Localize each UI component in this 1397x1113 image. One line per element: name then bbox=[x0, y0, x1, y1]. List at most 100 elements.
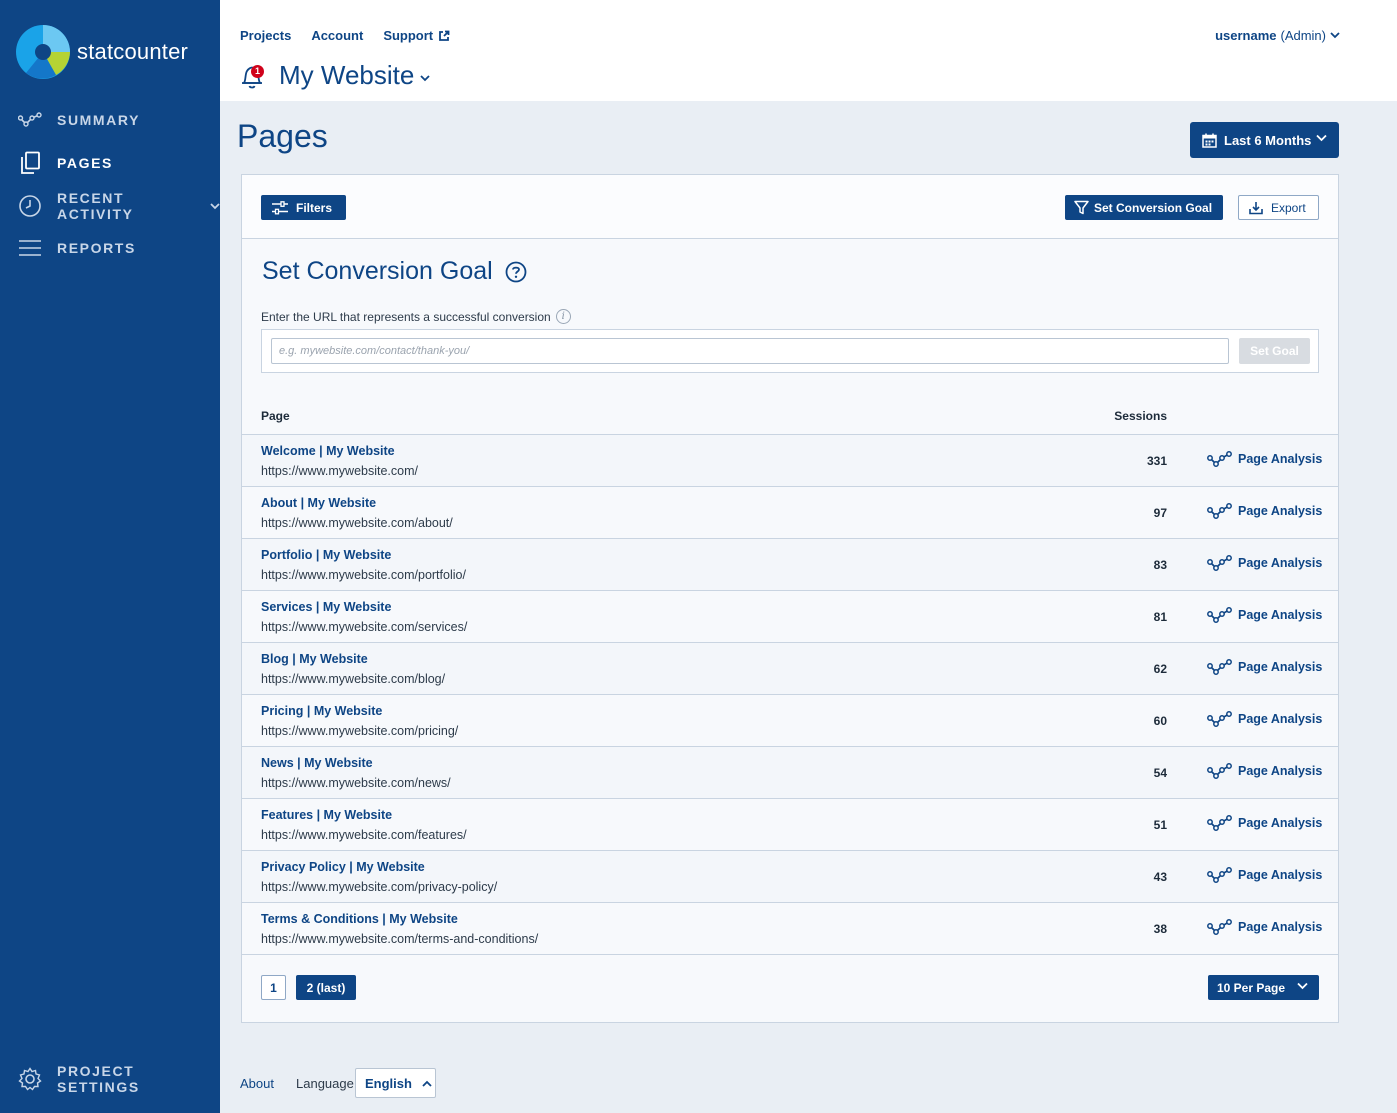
conversion-goal-heading: Set Conversion Goal bbox=[262, 257, 527, 286]
page-url: https://www.mywebsite.com/news/ bbox=[261, 776, 451, 790]
help-icon[interactable] bbox=[505, 261, 527, 283]
footer-about-link[interactable]: About bbox=[240, 1076, 274, 1091]
chevron-down-icon bbox=[210, 197, 220, 215]
page-title-link[interactable]: News | My Website bbox=[261, 756, 373, 770]
pages-panel: Filters Set Conversion Goal Export Set C… bbox=[241, 174, 1339, 1023]
export-button[interactable]: Export bbox=[1238, 195, 1319, 220]
page-url: https://www.mywebsite.com/features/ bbox=[261, 828, 467, 842]
page-analysis-link[interactable]: Page Analysis bbox=[1207, 815, 1322, 831]
conversion-goal-title: Set Conversion Goal bbox=[262, 257, 493, 285]
pages-icon bbox=[18, 151, 42, 175]
page-analysis-label: Page Analysis bbox=[1238, 504, 1323, 518]
page-title-link[interactable]: About | My Website bbox=[261, 496, 377, 510]
page-title-link[interactable]: Portfolio | My Website bbox=[261, 548, 392, 562]
date-range-button[interactable]: Last 6 Months bbox=[1190, 122, 1339, 158]
date-range-label: Last 6 Months bbox=[1224, 132, 1312, 148]
set-goal-button[interactable]: Set Goal bbox=[1239, 338, 1310, 364]
page-title-link[interactable]: Blog | My Website bbox=[261, 652, 368, 666]
page-1-button[interactable]: 1 bbox=[261, 975, 286, 1000]
support-link[interactable]: Support bbox=[383, 28, 450, 43]
project-row: 1 My Website bbox=[239, 60, 430, 91]
page-title-link[interactable]: Privacy Policy | My Website bbox=[261, 860, 425, 874]
page-title-link[interactable]: Features | My Website bbox=[261, 808, 393, 822]
column-header-sessions: Sessions bbox=[1114, 409, 1167, 423]
table-row: Pricing | My Website https://www.mywebsit… bbox=[242, 695, 1338, 747]
notification-badge: 1 bbox=[251, 64, 264, 78]
sidebar: statcounter SUMMARY PAGES RECENT ACTIVIT… bbox=[0, 0, 220, 1113]
page-analysis-label: Page Analysis bbox=[1238, 660, 1323, 674]
page-url: https://www.mywebsite.com/services/ bbox=[261, 620, 468, 634]
notifications-button[interactable]: 1 bbox=[239, 61, 265, 91]
set-conversion-goal-label: Set Conversion Goal bbox=[1094, 200, 1213, 215]
sidebar-item-reports[interactable]: REPORTS bbox=[18, 235, 136, 261]
sidebar-item-label: RECENT ACTIVITY bbox=[57, 190, 134, 222]
download-icon bbox=[1249, 201, 1263, 214]
sessions-count: 331 bbox=[1146, 454, 1167, 468]
column-header-page: Page bbox=[261, 409, 290, 423]
analytics-icon bbox=[1207, 607, 1232, 623]
page-url: https://www.mywebsite.com/pricing/ bbox=[261, 724, 459, 738]
page-analysis-link[interactable]: Page Analysis bbox=[1207, 607, 1322, 623]
page-title-link[interactable]: Pricing | My Website bbox=[261, 704, 383, 718]
page-analysis-label: Page Analysis bbox=[1238, 920, 1323, 934]
page-analysis-link[interactable]: Page Analysis bbox=[1207, 503, 1322, 519]
analytics-icon bbox=[1207, 555, 1232, 571]
page-url: https://www.mywebsite.com/ bbox=[261, 464, 418, 478]
page-analysis-link[interactable]: Page Analysis bbox=[1207, 555, 1322, 571]
projects-link[interactable]: Projects bbox=[240, 28, 292, 43]
logo-icon bbox=[16, 25, 70, 79]
page-analysis-link[interactable]: Page Analysis bbox=[1207, 659, 1322, 675]
page-url: https://www.mywebsite.com/blog/ bbox=[261, 672, 446, 686]
page-analysis-label: Page Analysis bbox=[1238, 608, 1323, 622]
conversion-url-input[interactable] bbox=[271, 338, 1229, 364]
language-select[interactable]: English bbox=[355, 1068, 436, 1098]
page-analysis-label: Page Analysis bbox=[1238, 816, 1323, 830]
sessions-count: 97 bbox=[1153, 506, 1167, 520]
external-link-icon bbox=[439, 30, 450, 41]
calendar-icon bbox=[1202, 133, 1217, 148]
page-analysis-link[interactable]: Page Analysis bbox=[1207, 763, 1322, 779]
user-menu[interactable]: username (Admin) bbox=[1215, 28, 1340, 43]
chevron-down-icon bbox=[420, 75, 430, 82]
sidebar-item-label: SUMMARY bbox=[57, 112, 141, 128]
page-title-link[interactable]: Terms & Conditions | My Website bbox=[261, 912, 458, 926]
page-title-link[interactable]: Welcome | My Website bbox=[261, 444, 395, 458]
pages-table: Welcome | My Website https://www.mywebsit… bbox=[242, 434, 1338, 955]
page-analysis-link[interactable]: Page Analysis bbox=[1207, 451, 1322, 467]
page-analysis-label: Page Analysis bbox=[1238, 764, 1323, 778]
sessions-count: 43 bbox=[1153, 870, 1167, 884]
page-url: https://www.mywebsite.com/portfolio/ bbox=[261, 568, 466, 582]
pagination: 1 2 (last) bbox=[261, 975, 356, 1000]
conversion-goal-form: Set Goal bbox=[261, 329, 1319, 373]
statcounter-logo[interactable]: statcounter bbox=[16, 24, 188, 80]
account-link[interactable]: Account bbox=[311, 28, 364, 43]
sessions-count: 83 bbox=[1153, 558, 1167, 572]
set-conversion-goal-button[interactable]: Set Conversion Goal bbox=[1065, 195, 1223, 220]
page-analysis-link[interactable]: Page Analysis bbox=[1207, 919, 1322, 935]
per-page-label: 10 Per Page bbox=[1217, 980, 1286, 995]
project-switcher[interactable]: My Website bbox=[279, 60, 430, 91]
info-icon[interactable]: i bbox=[555, 309, 571, 324]
analytics-icon bbox=[1207, 867, 1232, 883]
page-title-link[interactable]: Services | My Website bbox=[261, 600, 392, 614]
analytics-icon bbox=[1207, 763, 1232, 779]
page-analysis-label: Page Analysis bbox=[1238, 712, 1323, 726]
page-2-button[interactable]: 2 (last) bbox=[296, 975, 356, 1000]
funnel-icon bbox=[1074, 200, 1089, 215]
analytics-icon bbox=[1207, 503, 1232, 519]
page-analysis-link[interactable]: Page Analysis bbox=[1207, 867, 1322, 883]
filters-button[interactable]: Filters bbox=[261, 195, 346, 220]
sidebar-item-pages[interactable]: PAGES bbox=[18, 150, 113, 176]
sidebar-item-recent-activity[interactable]: RECENT ACTIVITY bbox=[18, 190, 220, 222]
panel-toolbar: Filters Set Conversion Goal Export bbox=[242, 175, 1338, 239]
chevron-up-icon bbox=[422, 1080, 432, 1087]
page-url: https://www.mywebsite.com/about/ bbox=[261, 516, 453, 530]
top-nav: Projects Account Support bbox=[240, 28, 450, 43]
sidebar-item-summary[interactable]: SUMMARY bbox=[18, 107, 140, 133]
table-row: About | My Website https://www.mywebsite.… bbox=[242, 487, 1338, 539]
sessions-count: 51 bbox=[1153, 818, 1167, 832]
page-title: Pages bbox=[237, 118, 328, 154]
project-settings-link[interactable]: PROJECT SETTINGS bbox=[18, 1063, 220, 1095]
page-analysis-link[interactable]: Page Analysis bbox=[1207, 711, 1322, 727]
per-page-select[interactable]: 10 Per Page bbox=[1208, 975, 1319, 1000]
